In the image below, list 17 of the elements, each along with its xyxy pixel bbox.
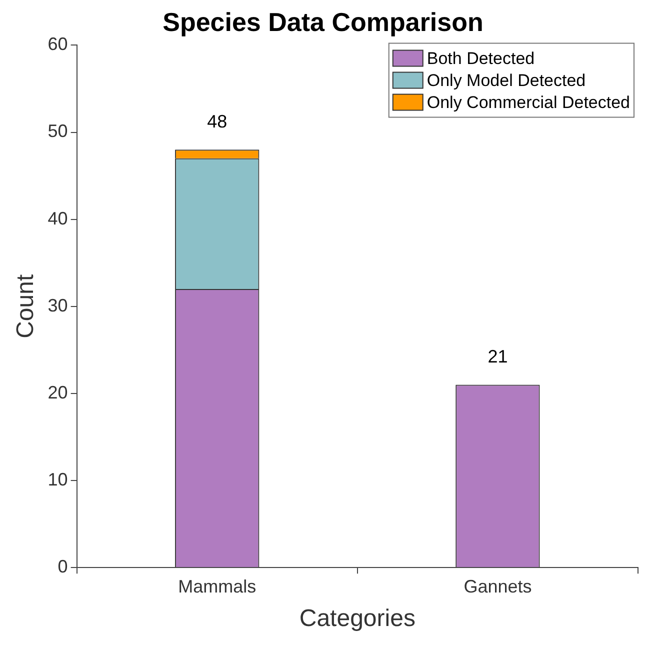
y-tick-label: 30 [48,295,68,316]
y-tick-label: 10 [48,470,68,490]
y-tick-label: 60 [48,34,68,54]
x-axis-title: Categories [299,605,416,632]
legend-label: Only Model Detected [426,70,586,90]
x-tick-label: Mammals [178,576,256,596]
y-tick-label: 40 [48,208,68,228]
y-tick-label: 50 [48,121,68,142]
total-label: 48 [207,112,228,132]
legend-label: Only Commercial Detected [426,92,630,112]
x-tick-label: Gannets [464,576,532,596]
chart-title: Species Data Comparison [162,6,484,37]
y-axis-title: Count [12,274,40,338]
total-label: 21 [488,346,508,367]
y-tick-label: 0 [58,556,68,577]
legend-label: Both Detected [426,48,535,68]
y-tick-label: 20 [48,382,68,402]
